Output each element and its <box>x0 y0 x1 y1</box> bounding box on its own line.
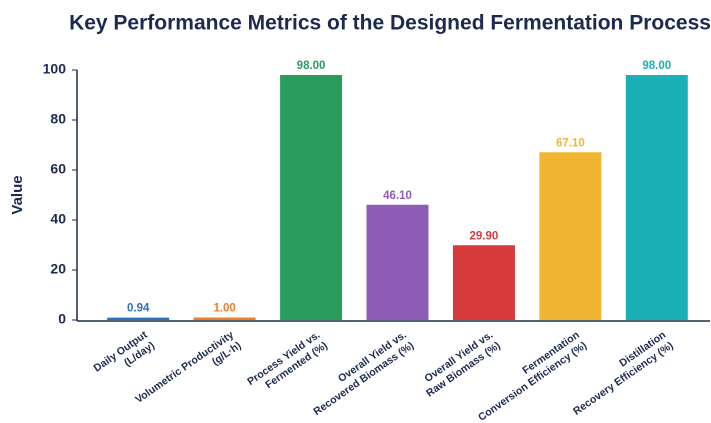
value-label: 67.10 <box>556 137 585 149</box>
x-tick-label: Daily Output(L/day) <box>92 329 157 375</box>
y-tick-label: 60 <box>50 161 66 177</box>
bar <box>193 317 256 320</box>
x-tick-label-line: Recovery Efficiency (%) <box>571 340 675 418</box>
value-label: 46.10 <box>383 190 412 202</box>
y-axis-label: Value <box>9 175 26 214</box>
value-label: 29.90 <box>470 230 499 242</box>
value-label: 98.00 <box>297 60 326 72</box>
y-tick-label: 0 <box>58 311 66 327</box>
y-tick-label: 80 <box>50 111 66 127</box>
bar <box>625 75 688 320</box>
value-label: 98.00 <box>642 60 671 72</box>
y-tick-label: 40 <box>50 211 66 227</box>
x-tick-label-line: Recovered Biomass (%) <box>311 340 416 418</box>
bar <box>452 245 515 320</box>
y-tick-label: 20 <box>50 261 66 277</box>
chart-title: Key Performance Metrics of the Designed … <box>69 12 711 35</box>
bar <box>107 317 170 320</box>
x-tick-label: Overall Yield vs.Raw Biomass (%) <box>422 329 502 400</box>
x-tick-label: Process Yield vs.Fermented (%) <box>245 329 330 391</box>
bar <box>366 204 429 320</box>
bar <box>280 75 343 320</box>
y-tick-label: 100 <box>43 61 67 77</box>
value-label: 1.00 <box>213 303 235 315</box>
value-label: 0.94 <box>127 303 150 315</box>
bar <box>539 152 602 320</box>
